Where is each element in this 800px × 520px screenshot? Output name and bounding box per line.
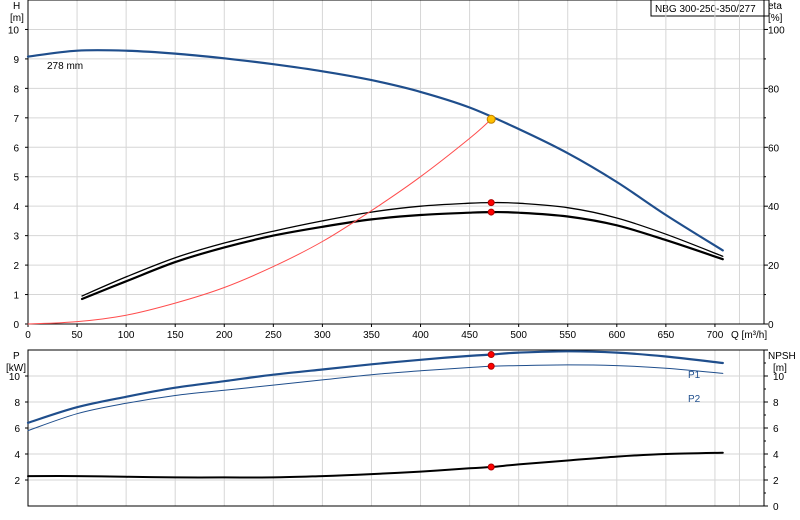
- y-right-tick-label: 100: [768, 25, 785, 36]
- x-tick-label: 100: [118, 330, 135, 341]
- bottom-left-axis-unit: [kW]: [6, 363, 26, 374]
- y-left-tick-label: 8: [13, 84, 19, 95]
- bottom-ticks: 2 4 6 8 10 0 2 4 6 8 10: [9, 349, 785, 513]
- bottom-y-right-tick-label: 10: [773, 372, 785, 383]
- x-tick-label: 300: [314, 330, 331, 341]
- impeller-diameter-label: 278 mm: [47, 61, 83, 72]
- y-left-tick-label: 2: [13, 261, 19, 272]
- x-tick-label: 650: [658, 330, 675, 341]
- top-right-axis-unit: [%]: [768, 13, 783, 24]
- x-tick-label: 450: [461, 330, 478, 341]
- x-tick-label: 500: [510, 330, 527, 341]
- top-left-axis-title: H: [13, 1, 20, 12]
- bottom-right-axis-title: NPSH: [768, 351, 796, 362]
- bottom-series: [26, 350, 724, 479]
- bottom-y-right-tick-label: 4: [773, 450, 779, 461]
- bottom-grid: [28, 350, 764, 506]
- top-plot-frame: [27, 0, 765, 325]
- bottom-y-right-tick-label: 2: [773, 476, 779, 487]
- top-left-axis-unit: [m]: [10, 13, 24, 24]
- x-axis-label: Q [m³/h]: [731, 330, 767, 341]
- x-tick-label: 200: [216, 330, 233, 341]
- x-tick-label: 550: [559, 330, 576, 341]
- top-duty-point-0: [486, 114, 496, 124]
- y-left-tick-label: 10: [8, 25, 20, 36]
- top-markers: [486, 114, 496, 216]
- top-duty-point-1: [487, 199, 495, 207]
- y-left-tick-label: 4: [13, 202, 19, 213]
- bottom-y-left-tick-label: 2: [14, 476, 20, 487]
- bottom-y-left-tick-label: 10: [9, 372, 21, 383]
- y-right-tick-label: 20: [768, 261, 780, 272]
- bottom-duty-point-2: [487, 463, 495, 471]
- y-left-tick-label: 9: [13, 55, 19, 66]
- bottom-y-right-tick-label: 8: [773, 398, 779, 409]
- bottom-left-axis-title: P: [13, 351, 20, 362]
- bottom-y-right-tick-label: 0: [773, 502, 779, 513]
- bottom-series-1: [27, 364, 724, 432]
- bottom-y-left-tick-label: 4: [14, 450, 20, 461]
- x-tick-label: 700: [707, 330, 724, 341]
- chart-title: NBG 300-250-350/277: [655, 4, 756, 15]
- bottom-y-right-tick-label: 6: [773, 424, 779, 435]
- y-right-tick-label: 60: [768, 143, 780, 154]
- x-tick-label: 400: [412, 330, 429, 341]
- x-tick-label: 350: [363, 330, 380, 341]
- y-right-tick-label: 80: [768, 84, 780, 95]
- x-tick-label: 150: [167, 330, 184, 341]
- bottom-y-left-tick-label: 8: [14, 398, 20, 409]
- top-right-axis-title: eta: [768, 1, 782, 12]
- bottom-markers: [487, 351, 495, 471]
- y-left-tick-label: 6: [13, 143, 19, 154]
- x-tick-label: 250: [265, 330, 282, 341]
- legend-p2: P2: [688, 394, 701, 405]
- top-ticks: 0 50 100 150 200 250 300 350 400 450 500 550 600 650 7…: [8, 0, 785, 341]
- bottom-duty-point-1: [487, 362, 495, 370]
- y-right-tick-label: 40: [768, 202, 780, 213]
- top-series: [26, 49, 724, 325]
- bottom-series-2: [27, 451, 724, 479]
- legend-p1: P1: [688, 370, 701, 381]
- bottom-right-axis-unit: [m]: [773, 363, 787, 374]
- top-duty-point-2: [487, 208, 495, 216]
- top-series-2: [80, 210, 724, 301]
- top-series-0: [26, 49, 724, 252]
- top-grid: [28, 0, 764, 324]
- y-left-tick-label: 5: [13, 173, 19, 184]
- y-right-tick-label: 0: [768, 320, 774, 331]
- bottom-duty-point-0: [487, 351, 495, 359]
- y-left-tick-label: 0: [13, 320, 19, 331]
- y-left-tick-label: 3: [13, 232, 19, 243]
- bottom-y-left-tick-label: 6: [14, 424, 20, 435]
- top-series-1: [81, 201, 724, 297]
- top-series-3: [27, 118, 492, 325]
- y-left-tick-label: 7: [13, 114, 19, 125]
- bottom-series-0: [26, 350, 724, 424]
- x-tick-label: 600: [608, 330, 625, 341]
- y-left-tick-label: 1: [13, 291, 19, 302]
- x-tick-label: 0: [25, 330, 31, 341]
- x-tick-label: 50: [72, 330, 84, 341]
